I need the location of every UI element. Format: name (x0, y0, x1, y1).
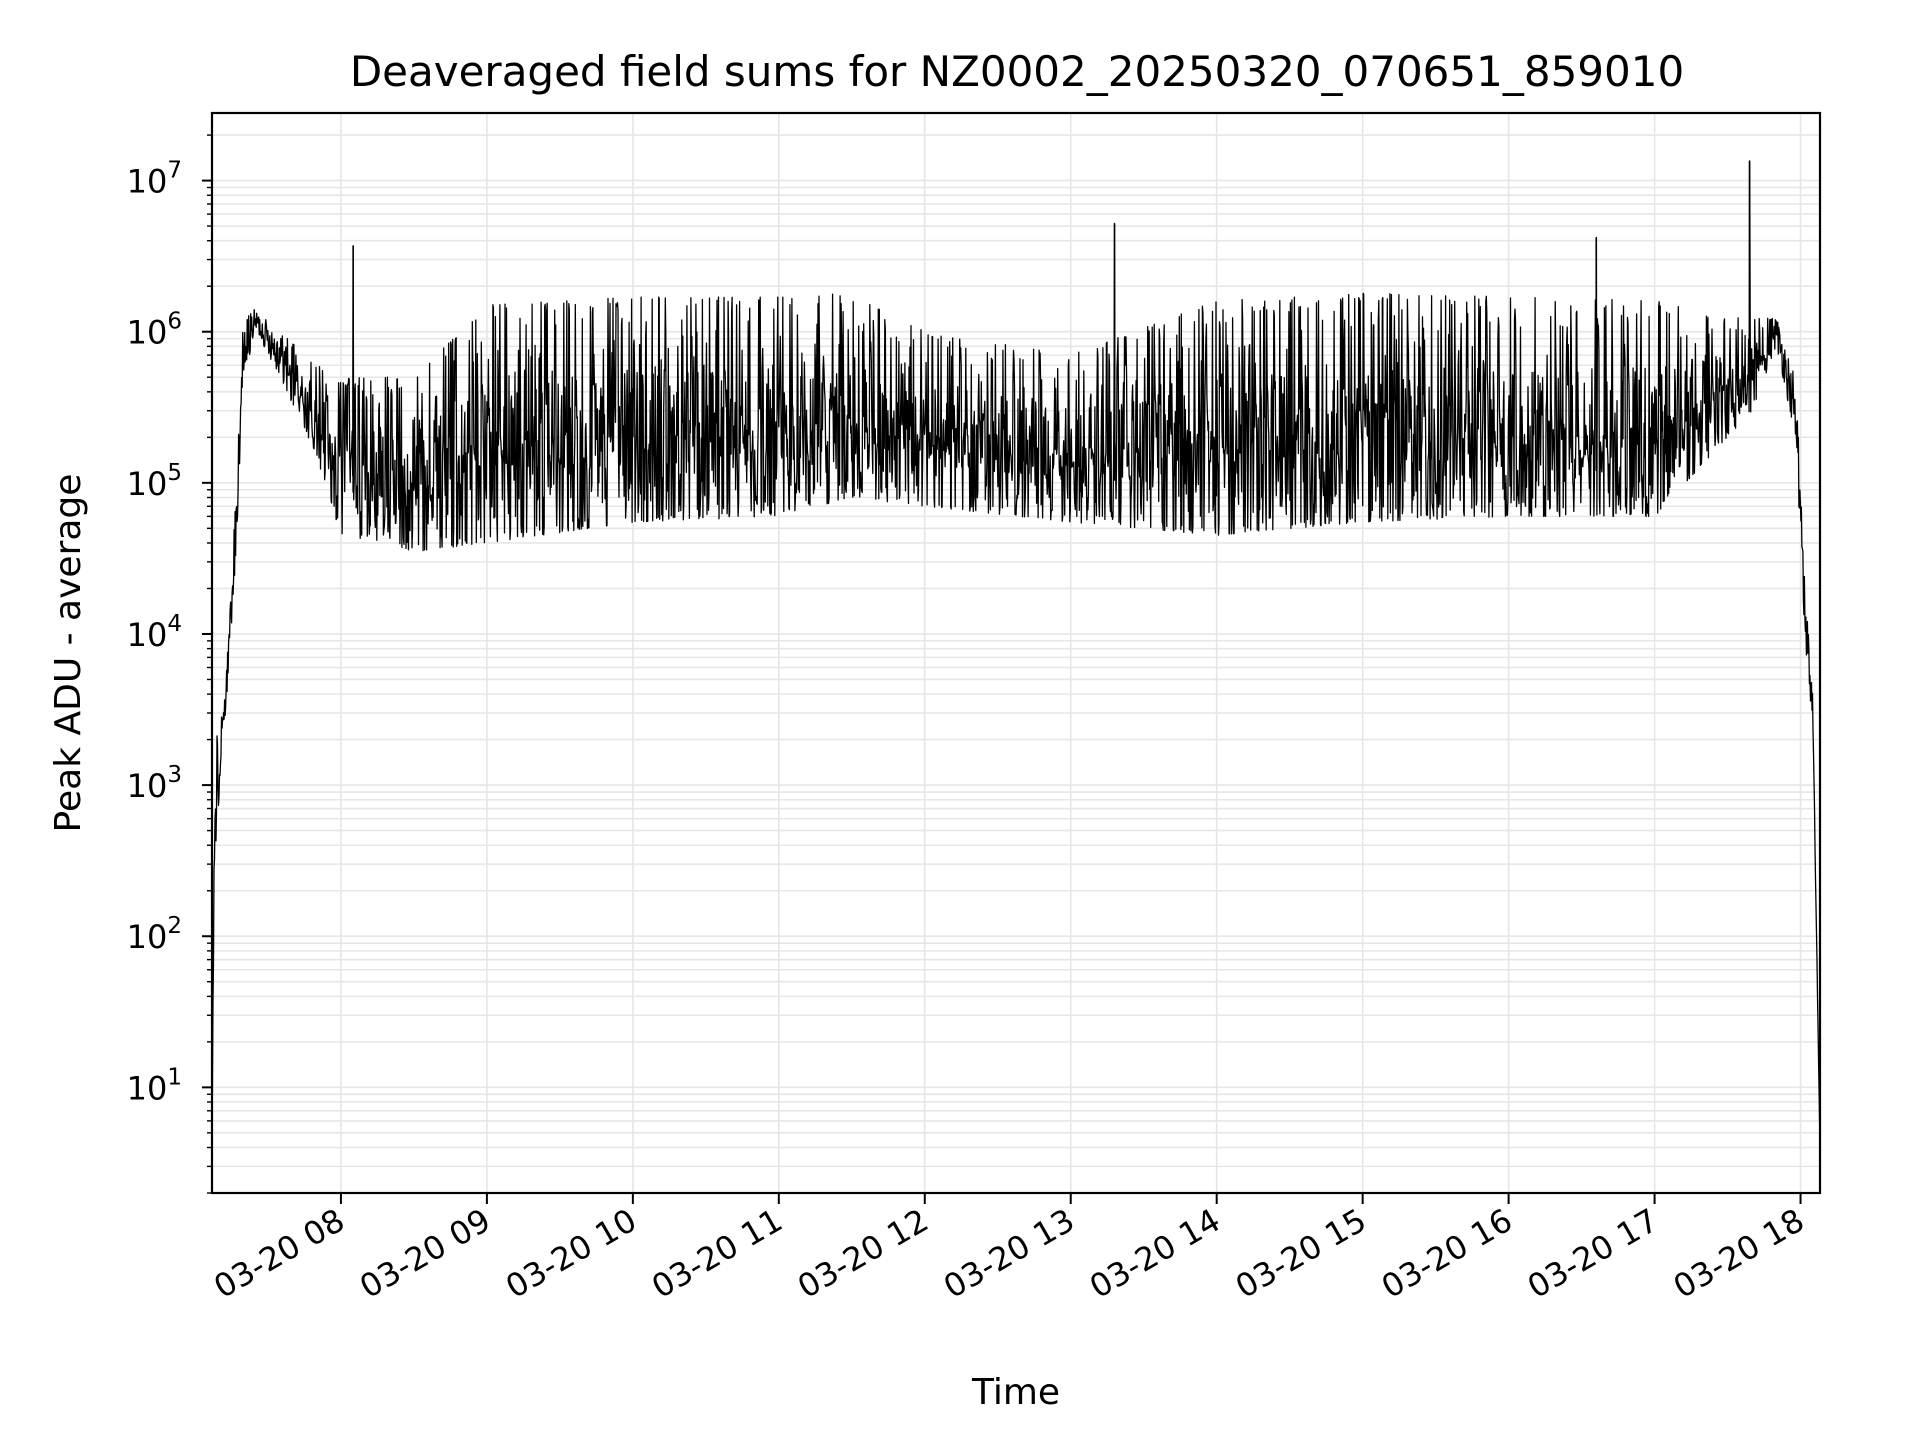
y-tick-label: 101 (127, 1064, 182, 1107)
y-tick-label: 102 (127, 913, 182, 956)
data-series (211, 160, 1821, 1148)
chart-title: Deaveraged field sums for NZ0002_2025032… (350, 47, 1684, 96)
x-tick-label: 03-20 14 (1083, 1201, 1227, 1306)
y-tick-label: 104 (127, 611, 182, 654)
grid-lines (212, 113, 1820, 1194)
y-axis-label: Peak ADU - average (48, 474, 89, 833)
x-tick-label: 03-20 15 (1229, 1201, 1373, 1306)
x-tick-label: 03-20 12 (791, 1201, 935, 1306)
x-tick-label: 03-20 16 (1375, 1201, 1519, 1306)
x-tick-label: 03-20 13 (937, 1201, 1081, 1306)
y-tick-label: 107 (127, 158, 182, 201)
x-tick-label: 03-20 08 (207, 1201, 351, 1306)
y-tick-label: 103 (127, 762, 182, 805)
y-axis: 101 102 103 104 105 106 107 (127, 134, 212, 1194)
x-axis-label: Time (971, 1372, 1060, 1413)
plot-frame (210, 111, 1822, 1195)
series-line (211, 160, 1821, 1148)
x-tick-label: 03-20 09 (353, 1201, 497, 1306)
x-tick-label: 03-20 18 (1667, 1201, 1811, 1306)
x-tick-label: 03-20 17 (1521, 1201, 1665, 1306)
x-axis: 03-20 08 03-20 09 03-20 10 03-20 11 03-20 12… (207, 1193, 1811, 1306)
y-tick-label: 105 (127, 460, 182, 503)
x-tick-label: 03-20 10 (499, 1201, 643, 1306)
x-tick-label: 03-20 11 (645, 1201, 789, 1306)
y-tick-label: 106 (127, 309, 182, 352)
